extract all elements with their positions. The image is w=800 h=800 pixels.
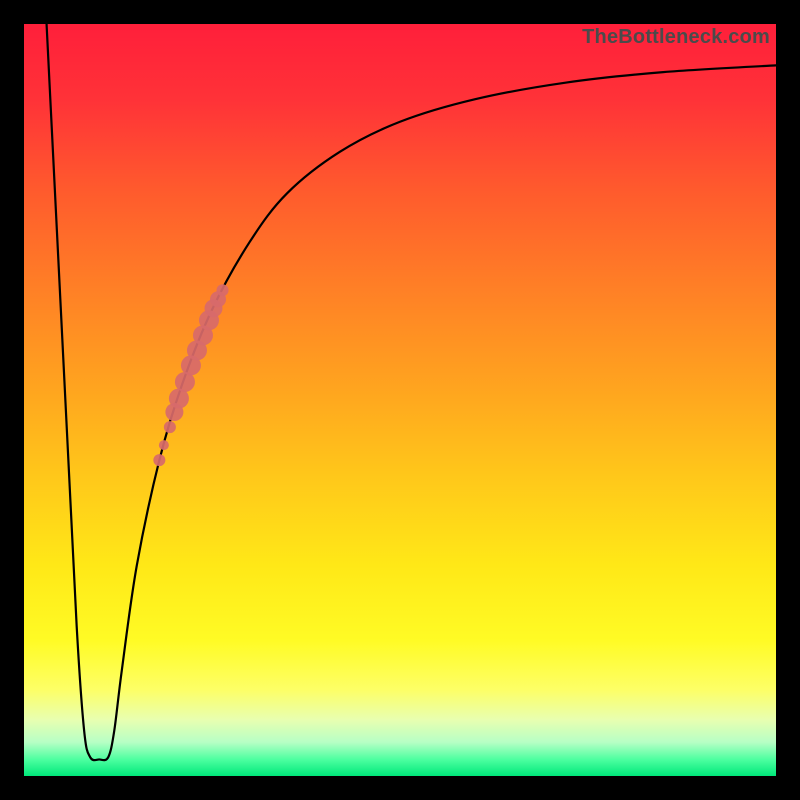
highlight-marker <box>164 421 176 433</box>
plot-area: TheBottleneck.com <box>24 24 776 776</box>
curve-layer <box>24 24 776 776</box>
highlight-marker <box>159 440 169 450</box>
bottleneck-curve <box>47 24 776 760</box>
highlight-marker <box>153 454 165 466</box>
highlight-marker <box>217 284 229 296</box>
chart-frame: TheBottleneck.com <box>0 0 800 800</box>
watermark-text: TheBottleneck.com <box>582 26 770 49</box>
